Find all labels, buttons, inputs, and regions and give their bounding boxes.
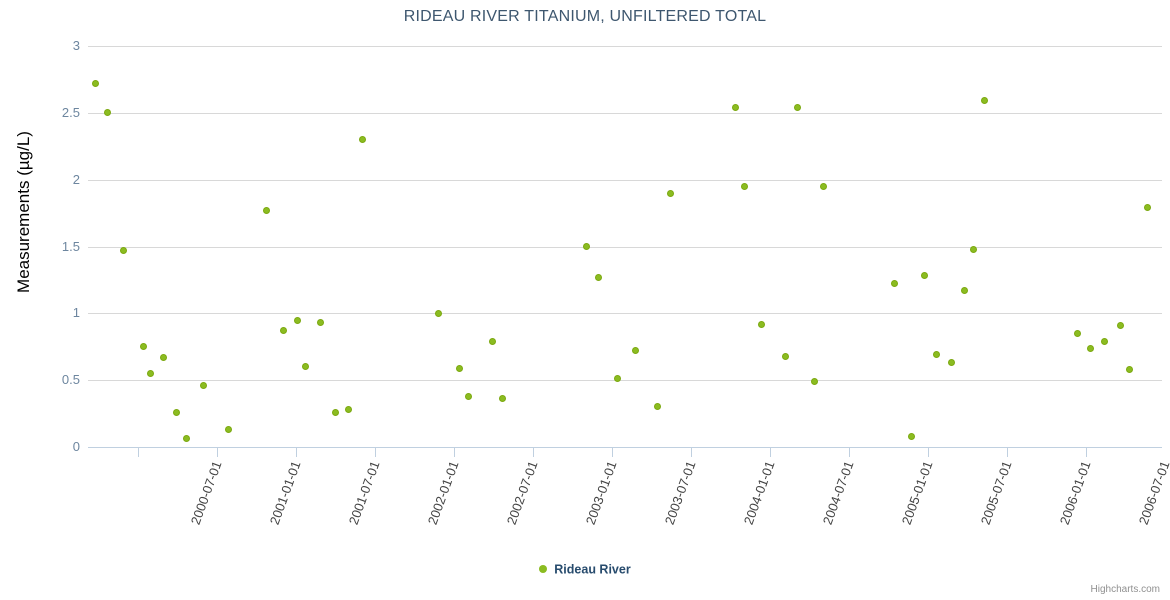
scatter-point[interactable] (740, 182, 748, 190)
scatter-point[interactable] (1073, 329, 1081, 337)
gridline (88, 46, 1162, 47)
scatter-point[interactable] (146, 369, 154, 377)
x-axis-tick-label: 2001-01-01 (266, 459, 304, 527)
gridline (88, 380, 1162, 382)
y-axis-tick-label: 0.5 (61, 372, 80, 388)
x-axis-tick-label: 2001-07-01 (345, 459, 383, 527)
scatter-point[interactable] (331, 408, 339, 416)
y-axis-tick-labels: 0 0.5 1 1.5 2 2.5 3 (8, 38, 80, 454)
chart-legend: Rideau River (0, 562, 1170, 577)
scatter-point[interactable] (631, 347, 639, 355)
x-axis-tick-mark (928, 448, 929, 457)
x-axis-tick-label: 2003-01-01 (582, 459, 620, 527)
scatter-point[interactable] (653, 403, 661, 411)
scatter-point[interactable] (455, 364, 463, 372)
chart-title: RIDEAU RIVER TITANIUM, UNFILTERED TOTAL (403, 8, 767, 25)
scatter-point[interactable] (293, 316, 301, 324)
scatter-point[interactable] (498, 395, 506, 403)
x-axis-tick-mark (691, 448, 692, 457)
x-axis-tick-label: 2004-01-01 (740, 459, 778, 527)
x-axis-tick-label: 2006-01-01 (1056, 459, 1094, 527)
scatter-point[interactable] (316, 319, 324, 327)
gridline (88, 179, 1162, 181)
scatter-point[interactable] (582, 243, 590, 250)
scatter-point[interactable] (613, 375, 621, 383)
scatter-point[interactable] (594, 273, 602, 281)
y-axis-tick-label: 1 (72, 305, 80, 321)
scatter-point[interactable] (301, 363, 309, 371)
scatter-point[interactable] (159, 353, 167, 361)
scatter-point[interactable] (666, 189, 674, 197)
scatter-point[interactable] (1125, 365, 1133, 373)
scatter-point[interactable] (1143, 204, 1151, 212)
plot-area (88, 46, 1162, 448)
scatter-point[interactable] (139, 343, 147, 351)
scatter-point[interactable] (119, 247, 127, 254)
scatter-point[interactable] (91, 79, 99, 87)
scatter-point[interactable] (172, 408, 180, 416)
scatter-point[interactable] (731, 103, 739, 111)
x-axis-line (88, 447, 1162, 448)
gridline (88, 313, 1162, 315)
x-axis-tick-label: 2004-07-01 (819, 459, 857, 527)
x-axis-tick-mark (375, 448, 376, 457)
y-axis-tick-label: 1.5 (61, 238, 80, 254)
x-axis-tick-label: 2002-01-01 (424, 459, 462, 527)
x-axis-tick-label: 2005-07-01 (977, 459, 1015, 527)
gridline (88, 246, 1162, 248)
scatter-point[interactable] (947, 359, 955, 367)
scatter-point[interactable] (907, 432, 915, 440)
scatter-point[interactable] (969, 245, 977, 253)
scatter-point[interactable] (103, 109, 111, 117)
highcharts-credit[interactable]: Highcharts.com (1090, 584, 1160, 595)
legend-marker-icon (539, 564, 548, 573)
x-axis-tick-mark (533, 448, 534, 457)
scatter-point[interactable] (199, 382, 207, 389)
scatter-point[interactable] (920, 272, 928, 280)
scatter-point[interactable] (810, 378, 818, 385)
x-axis-tick-mark (1007, 448, 1008, 457)
x-axis-tick-mark (770, 448, 771, 457)
scatter-point[interactable] (1100, 337, 1108, 345)
x-axis-tick-label: 2006-07-01 (1135, 459, 1170, 527)
y-axis-tick-label: 0 (72, 439, 80, 454)
x-axis-tick-label: 2005-01-01 (898, 459, 936, 527)
x-axis-tick-mark (1086, 448, 1087, 457)
legend-item-rideau-river[interactable]: Rideau River (539, 562, 631, 577)
scatter-point[interactable] (890, 280, 898, 288)
x-axis-tick-label: 2002-07-01 (503, 459, 541, 527)
scatter-point[interactable] (819, 182, 827, 190)
x-axis-tick-mark (296, 448, 297, 457)
scatter-point[interactable] (932, 351, 940, 359)
y-axis-tick-label: 3 (72, 38, 80, 53)
scatter-point[interactable] (344, 406, 352, 414)
scatter-point[interactable] (224, 426, 232, 434)
x-axis-tick-label: 2000-07-01 (187, 459, 225, 527)
scatter-point[interactable] (358, 136, 366, 144)
scatter-point[interactable] (781, 352, 789, 360)
x-axis-tick-label: 2003-07-01 (661, 459, 699, 527)
gridline (88, 112, 1162, 114)
scatter-point[interactable] (1086, 344, 1094, 352)
scatter-point[interactable] (980, 97, 988, 105)
x-axis-tick-mark (849, 448, 850, 457)
scatter-point[interactable] (1116, 321, 1124, 329)
scatter-point[interactable] (960, 287, 968, 295)
scatter-point[interactable] (488, 337, 496, 345)
scatter-point[interactable] (182, 435, 190, 443)
scatter-point[interactable] (434, 309, 442, 317)
y-axis-tick-label: 2.5 (61, 104, 80, 120)
scatter-point[interactable] (793, 103, 801, 111)
y-axis-tick-label: 2 (72, 171, 80, 187)
x-axis-tick-mark (612, 448, 613, 457)
x-axis-tick-mark (454, 448, 455, 457)
legend-item-label: Rideau River (554, 562, 631, 577)
scatter-point[interactable] (279, 327, 287, 335)
scatter-point[interactable] (262, 206, 270, 214)
scatter-point[interactable] (464, 392, 472, 400)
x-axis-tick-mark (138, 448, 139, 457)
scatter-point[interactable] (757, 320, 765, 328)
x-axis-tick-mark (217, 448, 218, 457)
